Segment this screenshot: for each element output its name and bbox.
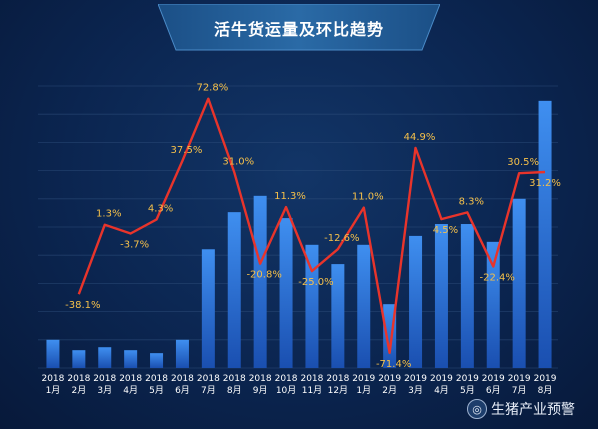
x-tick-year: 2019: [404, 374, 427, 384]
bar: [150, 353, 164, 368]
data-label: 4.5%: [433, 225, 458, 236]
x-tick-year: 2018: [249, 374, 272, 384]
bar: [175, 339, 189, 368]
data-label: -38.1%: [65, 300, 100, 311]
x-tick-month: 6月: [175, 385, 190, 396]
data-label: 4.3%: [148, 203, 173, 214]
bar: [460, 224, 474, 368]
bar: [331, 264, 345, 368]
x-tick-year: 2019: [508, 374, 531, 384]
bar: [409, 235, 423, 368]
x-tick-month: 7月: [512, 385, 527, 396]
data-label: 11.3%: [274, 191, 306, 202]
x-tick-year: 2018: [197, 374, 220, 384]
x-tick-year: 2018: [119, 374, 142, 384]
x-tick-year: 2019: [482, 374, 505, 384]
bar: [538, 100, 552, 368]
bar: [253, 195, 267, 368]
data-label: 37.5%: [171, 145, 203, 156]
x-tick-month: 2月: [71, 385, 86, 396]
x-tick-month: 2月: [382, 385, 397, 396]
bar: [98, 347, 112, 368]
x-tick-month: 3月: [97, 385, 112, 396]
x-tick-year: 2018: [326, 374, 349, 384]
x-tick-month: 11月: [302, 385, 322, 396]
data-label: -3.7%: [120, 240, 149, 251]
data-label: 8.3%: [459, 196, 484, 207]
x-tick-month: 10月: [276, 385, 296, 396]
bar: [486, 241, 500, 368]
x-tick-month: 4月: [434, 385, 449, 396]
x-tick-month: 8月: [227, 385, 242, 396]
data-label: -25.0%: [298, 277, 333, 288]
x-tick-month: 9月: [253, 385, 268, 396]
bar: [124, 350, 138, 368]
data-label: -71.4%: [376, 359, 411, 370]
data-label: 31.0%: [222, 156, 254, 167]
x-tick-year: 2018: [145, 374, 168, 384]
bar: [357, 244, 371, 368]
bar: [434, 224, 448, 368]
x-tick-year: 2018: [67, 374, 90, 384]
x-tick-month: 5月: [460, 385, 475, 396]
bar: [201, 249, 215, 368]
data-label: -22.4%: [480, 272, 515, 283]
data-label: -12.6%: [324, 233, 359, 244]
x-tick-year: 2019: [378, 374, 401, 384]
watermark-text: 生猪产业预警: [491, 402, 575, 418]
x-tick-month: 5月: [149, 385, 164, 396]
data-label: 72.8%: [196, 83, 228, 94]
x-tick-year: 2018: [93, 374, 116, 384]
x-tick-year: 2019: [352, 374, 375, 384]
watermark: ◎ 生猪产业预警: [467, 398, 575, 420]
x-tick-year: 2019: [430, 374, 453, 384]
x-tick-year: 2018: [275, 374, 298, 384]
bar: [46, 339, 60, 368]
x-tick-month: 3月: [408, 385, 423, 396]
data-label: 30.5%: [507, 157, 539, 168]
x-tick-year: 2018: [300, 374, 323, 384]
data-label: 44.9%: [404, 132, 436, 143]
bar: [512, 198, 526, 368]
x-tick-month: 1月: [356, 385, 371, 396]
x-tick-year: 2018: [41, 374, 64, 384]
data-label: 11.0%: [352, 192, 384, 203]
x-tick-month: 1月: [46, 385, 61, 396]
bar: [279, 218, 293, 368]
bar: [72, 350, 86, 368]
x-tick-month: 8月: [538, 385, 553, 396]
mom-line: [77, 97, 546, 354]
x-tick-year: 2018: [223, 374, 246, 384]
bar: [227, 212, 241, 368]
data-label: 31.2%: [529, 178, 561, 189]
title-banner: [158, 4, 440, 51]
x-tick-year: 2018: [171, 374, 194, 384]
x-tick-year: 2019: [456, 374, 479, 384]
x-tick-month: 4月: [123, 385, 138, 396]
wechat-icon: ◎: [467, 399, 487, 419]
x-tick-year: 2019: [534, 374, 557, 384]
x-tick-month: 12月: [328, 385, 348, 396]
x-tick-month: 7月: [201, 385, 216, 396]
data-label: 1.3%: [96, 209, 121, 220]
data-label: -20.8%: [246, 270, 281, 281]
bar: [305, 244, 319, 368]
x-tick-month: 6月: [486, 385, 501, 396]
